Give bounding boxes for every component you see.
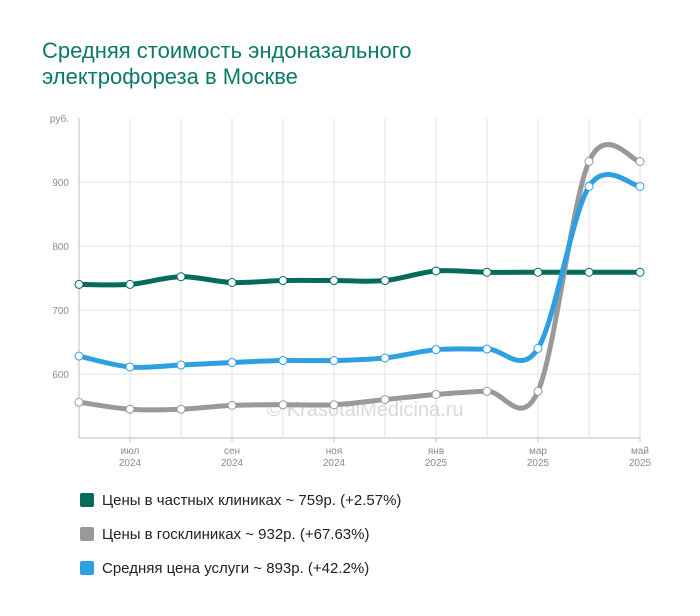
chart-title: Средняя стоимость эндоназального электро… (42, 38, 602, 90)
series-2-point-7 (431, 345, 441, 355)
chart-title-line-1: Средняя стоимость эндоназального (42, 38, 412, 63)
x-tick-month-1: сен (224, 446, 240, 457)
series-0-point-0 (74, 279, 84, 289)
series-0-point-1 (125, 279, 135, 289)
series-1-point-6 (380, 395, 390, 405)
y-tick-label-600: 600 (52, 370, 69, 381)
x-tick-month-4: мар (529, 446, 547, 457)
series-1-point-11 (635, 157, 645, 167)
x-tick-year-1: 2024 (221, 458, 244, 469)
x-tick-month-0: июл (121, 446, 140, 457)
x-tick-year-5: 2025 (629, 458, 652, 469)
y-tick-label-800: 800 (52, 242, 69, 253)
series-0-point-2 (176, 272, 186, 282)
series-0-point-10 (584, 267, 594, 277)
series-1-point-7 (431, 389, 441, 399)
line-chart: © KrasotaiMedicina.ru 600700800900руб.ию… (50, 113, 652, 469)
series-0-point-3 (227, 277, 237, 287)
chart-legend: Цены в частных клиниках ~ 759р. (+2.57%)… (80, 490, 401, 592)
series-1-point-0 (74, 397, 84, 407)
series-1-point-3 (227, 400, 237, 410)
x-tick-year-4: 2025 (527, 458, 550, 469)
x-tick-year-0: 2024 (119, 458, 142, 469)
series-2-point-4 (278, 356, 288, 366)
legend-item-private[interactable]: Цены в частных клиниках ~ 759р. (+2.57%) (80, 490, 401, 510)
series-1-point-2 (176, 404, 186, 414)
series-2-point-5 (329, 356, 339, 366)
y-tick-label-700: 700 (52, 306, 69, 317)
legend-swatch-private (80, 493, 94, 507)
series-1-point-9 (533, 386, 543, 396)
series-0-point-9 (533, 267, 543, 277)
chart-points (74, 157, 645, 414)
chart-series (76, 142, 643, 413)
chart-labels: 600700800900руб.июл2024сен2024ноя2024янв… (50, 113, 652, 469)
legend-swatch-average (80, 561, 94, 575)
series-0-point-11 (635, 267, 645, 277)
series-2-point-1 (125, 362, 135, 372)
series-2-point-3 (227, 357, 237, 367)
series-0-point-4 (278, 276, 288, 286)
series-0-point-6 (380, 276, 390, 286)
series-2-point-2 (176, 360, 186, 370)
series-0-point-7 (431, 266, 441, 276)
series-0-point-8 (482, 267, 492, 277)
series-2-point-0 (74, 351, 84, 361)
series-1-point-10 (584, 157, 594, 167)
x-tick-month-3: янв (428, 446, 444, 457)
chart-title-line-2: электрофореза в Москве (42, 64, 298, 89)
series-1-point-8 (482, 386, 492, 396)
legend-label-private: Цены в частных клиниках ~ 759р. (+2.57%) (102, 491, 402, 509)
series-line-0 (76, 268, 643, 288)
series-2-point-10 (584, 181, 594, 191)
x-tick-year-3: 2025 (425, 458, 448, 469)
series-1-point-4 (278, 400, 288, 410)
y-unit-label: руб. (50, 113, 69, 125)
x-tick-month-2: ноя (326, 446, 343, 457)
legend-item-public[interactable]: Цены в госклиниках ~ 932р. (+67.63%) (80, 524, 401, 544)
legend-label-average: Средняя цена услуги ~ 893р. (+42.2%) (102, 559, 370, 577)
series-1-point-1 (125, 404, 135, 414)
series-2-point-8 (482, 344, 492, 354)
series-2-point-6 (380, 353, 390, 363)
series-2-point-11 (635, 181, 645, 191)
x-tick-year-2: 2024 (323, 458, 346, 469)
series-1-point-5 (329, 400, 339, 410)
legend-item-average[interactable]: Средняя цена услуги ~ 893р. (+42.2%) (80, 558, 401, 578)
series-2-point-9 (533, 343, 543, 353)
series-0-point-5 (329, 276, 339, 286)
legend-label-public: Цены в госклиниках ~ 932р. (+67.63%) (102, 525, 370, 543)
x-tick-month-5: май (631, 446, 649, 457)
legend-swatch-public (80, 527, 94, 541)
y-tick-label-900: 900 (52, 178, 69, 189)
